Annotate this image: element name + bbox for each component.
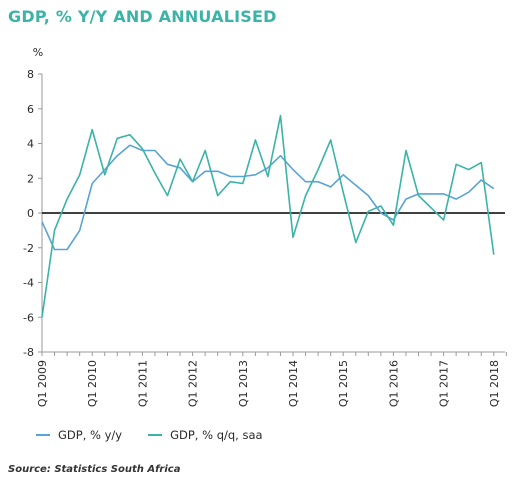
y-tick-label: -8 [23,346,34,359]
y-unit-label: % [33,46,43,59]
legend-swatch-yy [36,434,50,436]
y-tick-label: -4 [23,277,34,290]
y-tick-label: -6 [23,311,34,324]
x-tick-label: Q1 2016 [387,360,400,407]
y-tick-label: 2 [27,172,34,185]
gdp-line-chart: % -8 -6 -4 -2 0 2 4 6 8 Q1 2009 Q1 2010 Q1 2011 Q1 20… [23,46,507,407]
legend-label-yy: GDP, % y/y [58,428,123,442]
x-tick-label: Q1 2009 [36,360,49,407]
x-tick-label: Q1 2011 [136,360,149,407]
x-tick-label: Q1 2010 [86,360,99,407]
x-tick-label: Q1 2012 [187,360,200,407]
legend-item-yy: GDP, % y/y [36,428,122,442]
legend-swatch-qq [148,434,163,436]
x-tick-label: Q1 2014 [287,360,300,407]
x-tick-label: Q1 2017 [438,360,451,407]
chart-legend: GDP, % y/y GDP, % q/q, saa [36,428,263,442]
legend-label-qq: GDP, % q/q, saa [170,428,263,442]
x-tick-label: Q1 2018 [488,360,501,407]
y-tick-label: 0 [27,207,34,220]
chart-title: GDP, % Y/Y AND ANNUALISED [8,7,277,26]
y-tick-label: 6 [27,103,34,116]
series-line-qq [41,114,495,318]
y-tick-label: 8 [27,68,34,81]
y-tick-label: -2 [23,242,34,255]
y-tick-label: 4 [27,138,34,151]
legend-item-qq: GDP, % q/q, saa [148,428,263,442]
x-tick-label: Q1 2015 [337,360,350,407]
source-note: Source: Statistics South Africa [8,464,181,475]
x-tick-label: Q1 2013 [237,360,250,407]
